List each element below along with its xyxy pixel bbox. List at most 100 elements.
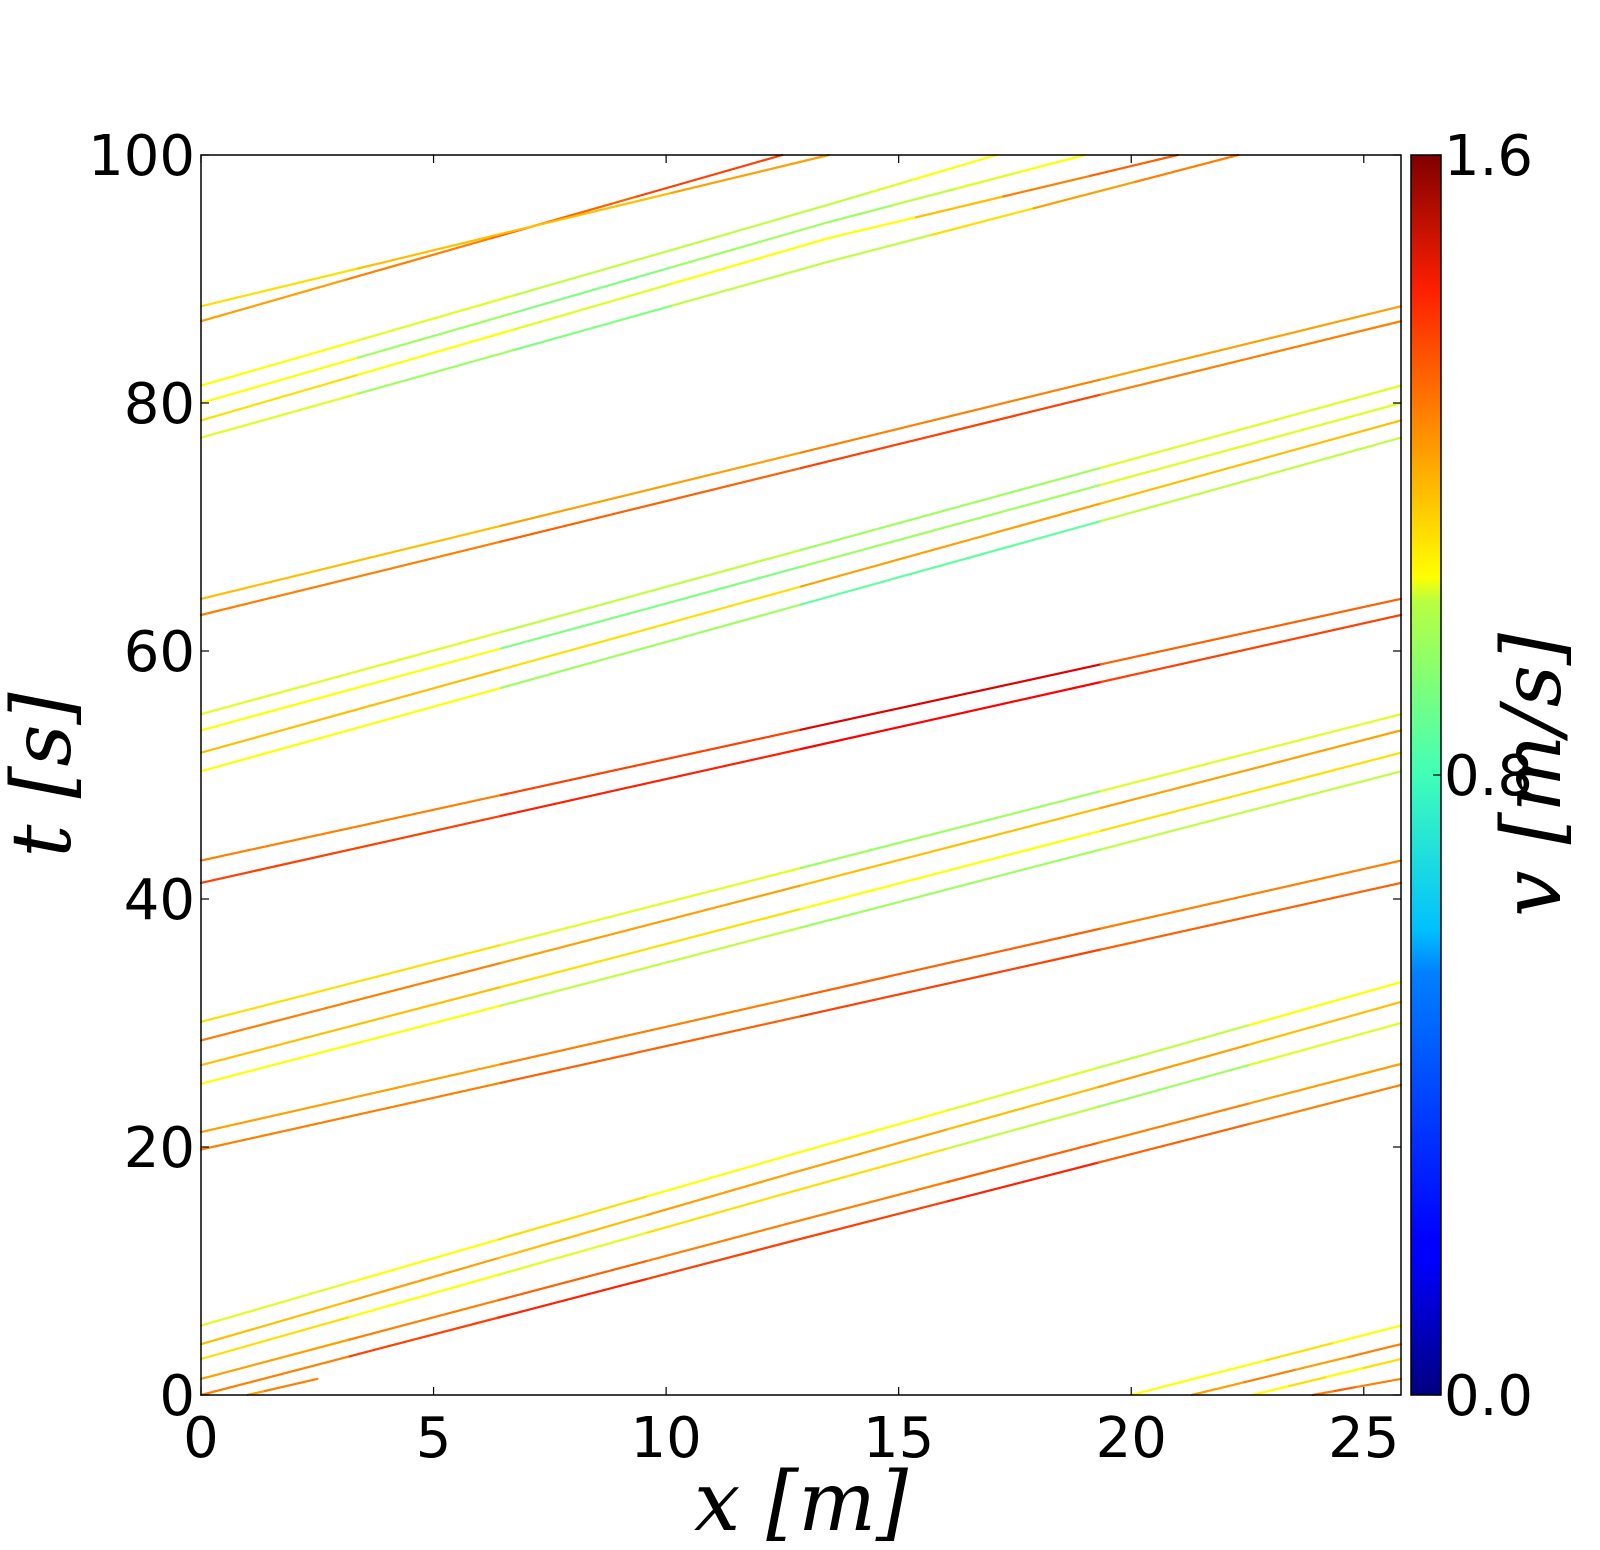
trajectory-segment — [499, 585, 803, 671]
trajectory-segment — [869, 178, 914, 194]
trajectory-segment — [348, 1273, 500, 1319]
trajectory-segment — [827, 233, 933, 263]
y-tick-label: 40 — [124, 868, 195, 933]
trajectory-segment — [199, 373, 360, 422]
trajectory-segment — [799, 680, 1103, 751]
trajectory-segment — [1248, 980, 1403, 1027]
trajectory-segment — [513, 248, 674, 297]
trajectory-segment — [348, 1298, 500, 1341]
y-tick-label: 100 — [88, 124, 195, 189]
trajectory-segment — [1264, 1341, 1335, 1362]
trajectory-segment — [499, 995, 803, 1066]
trajectory-segment — [799, 663, 1103, 731]
trajectory-segment — [199, 630, 503, 716]
trajectory-10 — [199, 881, 1403, 1151]
trajectory-segment — [499, 548, 803, 634]
trajectory-segment — [1099, 729, 1403, 810]
trajectory-segment — [1295, 1355, 1350, 1371]
plot-frame — [200, 154, 1402, 1396]
trajectory-34 — [1130, 1324, 1403, 1397]
trajectory-segment — [1099, 320, 1403, 396]
trajectory-segment — [1099, 401, 1403, 486]
trajectory-segment — [646, 1189, 798, 1234]
trajectory-segment — [799, 466, 1103, 552]
trajectory-segment — [281, 1381, 301, 1389]
x-tick-label: 0 — [183, 1406, 219, 1471]
trajectory-12 — [199, 770, 1403, 1085]
trajectory-segment — [799, 378, 1103, 454]
trajectory-22 — [199, 320, 1403, 617]
trajectory-segment — [891, 187, 958, 207]
trajectory-segment — [199, 356, 360, 405]
trajectory-8 — [795, 1000, 1403, 1173]
trajectory-segment — [497, 1213, 649, 1260]
trajectory-20 — [199, 401, 1403, 732]
trajectory-segment — [513, 282, 674, 331]
trajectory-segment — [356, 294, 517, 342]
trajectory-segment — [199, 793, 503, 862]
trajectory-segment — [795, 1128, 949, 1173]
trajectory-segment — [799, 948, 1103, 1018]
colorbar-label: v [m/s] — [1485, 632, 1580, 917]
trajectory-segment — [799, 789, 1103, 870]
y-axis-ticks: 0 20 40 60 80 100 — [88, 124, 1401, 1429]
trajectory-segment — [799, 927, 1103, 998]
trajectory-segment — [263, 1385, 284, 1393]
trajectory-segment — [1099, 419, 1403, 505]
trajectory-segment — [348, 1316, 500, 1358]
trajectory-segment — [795, 1147, 949, 1192]
trajectory-32 — [199, 153, 784, 323]
trajectory-segment — [646, 1152, 798, 1198]
trajectory-segment — [646, 1220, 798, 1262]
trajectory-segment — [911, 166, 956, 181]
trajectory-segment — [199, 1281, 351, 1327]
trajectory-segment — [670, 260, 831, 307]
x-axis-label: x [m] — [694, 1455, 909, 1550]
trajectory-13 — [199, 751, 1403, 1067]
trajectory-segment — [497, 1195, 649, 1241]
trajectory-segment — [1332, 1324, 1403, 1345]
trajectory-2 — [199, 1189, 798, 1361]
trajectory-segment — [1134, 153, 1240, 183]
trajectory-segment — [199, 1299, 351, 1346]
trajectory-segment — [499, 565, 803, 650]
trajectory-23 — [199, 305, 1403, 601]
trajectory-segment — [199, 961, 503, 1042]
trajectory-segment — [348, 1238, 500, 1284]
trajectory-6 — [795, 1062, 1403, 1223]
x-tick-label: 20 — [1096, 1406, 1167, 1471]
trajectory-segment — [799, 393, 1103, 470]
trajectory-segment — [199, 278, 348, 323]
trajectory-segment — [1097, 1122, 1251, 1164]
trajectory-segment — [345, 237, 493, 281]
trajectory-17 — [199, 597, 1403, 862]
trajectory-28 — [827, 153, 1240, 263]
trajectory-segment — [1248, 1021, 1403, 1066]
trajectory-segment — [199, 668, 503, 754]
trajectory-11 — [199, 859, 1403, 1134]
trajectory-segment — [199, 985, 503, 1067]
trajectory-segment — [799, 806, 1103, 887]
trajectory-segment — [1099, 613, 1403, 684]
trajectory-segment — [499, 747, 803, 818]
trajectory-segment — [670, 237, 831, 285]
trajectory-segment — [1333, 1385, 1358, 1393]
trajectory-segment — [199, 814, 503, 885]
trajectory-segment — [799, 483, 1103, 568]
trajectory-segment — [1377, 1377, 1403, 1385]
trajectory-segment — [795, 1109, 949, 1155]
trajectory-segment — [1248, 1062, 1403, 1105]
trajectory-segment — [827, 191, 872, 206]
trajectory-25 — [199, 237, 831, 422]
trajectory-21 — [199, 384, 1403, 716]
trajectory-segment — [1130, 1376, 1200, 1397]
trajectory-segment — [499, 728, 803, 797]
colorbar-tick-label: 0.8 — [1444, 744, 1533, 809]
trajectory-9 — [795, 980, 1403, 1155]
trajectory-segment — [1362, 1357, 1403, 1370]
trajectory-segment — [199, 1063, 503, 1134]
trajectory-segment — [795, 1200, 949, 1242]
trajectory-segment — [513, 304, 674, 351]
trajectory-segment — [199, 392, 360, 439]
